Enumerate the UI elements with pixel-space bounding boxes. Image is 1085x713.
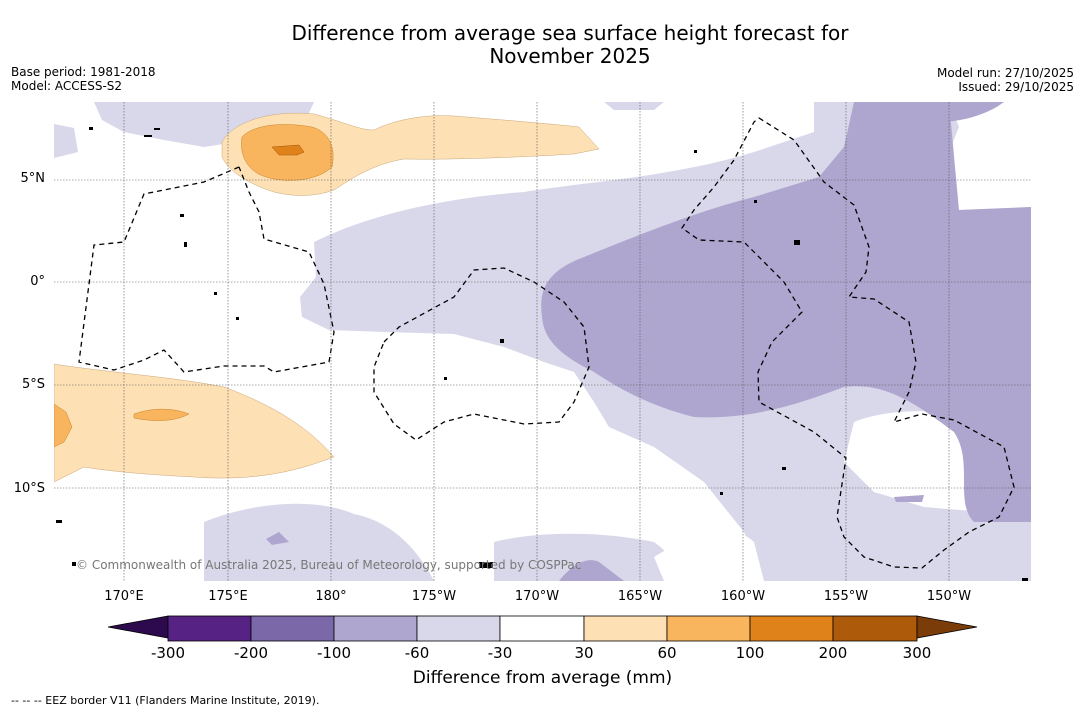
colorbar-under-arrow	[107, 615, 169, 639]
lat-label: 10°S	[13, 481, 45, 496]
colorbar	[107, 615, 978, 642]
colorbar-tick: -30	[487, 644, 513, 662]
colorbar-cell	[250, 615, 335, 642]
colorbar-cell	[832, 615, 918, 642]
lat-label: 0°	[30, 274, 45, 289]
eez-borders	[78, 117, 1015, 569]
title-line-1: Difference from average sea surface heig…	[291, 21, 849, 45]
colorbar-cell	[583, 615, 668, 642]
issued-date: Issued: 29/10/2025	[958, 80, 1074, 94]
colorbar-over-arrow	[916, 615, 978, 639]
colorbar-cell	[167, 615, 252, 642]
lon-label: 160°W	[720, 589, 766, 604]
colorbar-tick: 30	[574, 644, 594, 662]
colorbar-cell	[499, 615, 585, 642]
colorbar-cell	[749, 615, 834, 642]
base-period: Base period: 1981-2018	[11, 65, 156, 79]
meta-left: Base period: 1981-2018 Model: ACCESS-S2	[11, 65, 156, 93]
copyright-notice: © Commonwealth of Australia 2025, Bureau…	[76, 558, 582, 572]
graticule	[54, 102, 1031, 581]
colorbar-tick: 300	[902, 644, 932, 662]
islands	[56, 127, 1028, 581]
eez-footnote: -- -- -- EEZ border V11 (Flanders Marine…	[11, 694, 320, 707]
lon-label: 170°W	[514, 589, 560, 604]
colorbar-cell	[416, 615, 501, 642]
colorbar-tick: 200	[818, 644, 848, 662]
colorbar-cell	[333, 615, 418, 642]
lon-label: 165°W	[617, 589, 663, 604]
map-panel	[54, 102, 1031, 581]
model-run: Model run: 27/10/2025	[936, 66, 1074, 80]
colorbar-tick: 60	[657, 644, 677, 662]
lat-label: 5°N	[20, 171, 46, 186]
lon-label: 175°E	[208, 589, 248, 604]
colorbar-cell	[666, 615, 751, 642]
lon-label: 180°	[315, 589, 347, 604]
colorbar-tick: -300	[150, 644, 186, 662]
lon-label: 155°W	[823, 589, 869, 604]
lon-label: 150°W	[926, 589, 972, 604]
colorbar-tick: -60	[404, 644, 430, 662]
map-title: Difference from average sea surface heig…	[0, 22, 1085, 68]
model-name: Model: ACCESS-S2	[11, 79, 123, 93]
title-line-2: November 2025	[489, 44, 651, 68]
colorbar-tick: -100	[316, 644, 352, 662]
lon-label: 170°E	[104, 589, 144, 604]
colorbar-tick: -200	[233, 644, 269, 662]
colorbar-label: Difference from average (mm)	[412, 668, 673, 688]
anomaly-pos-strong	[271, 144, 305, 156]
colorbar-tick: 100	[735, 644, 765, 662]
colorbar-cells	[167, 615, 918, 642]
lon-label: 175°W	[411, 589, 457, 604]
lat-label: 5°S	[21, 377, 45, 392]
meta-right: Model run: 27/10/2025 Issued: 29/10/2025	[937, 66, 1074, 94]
